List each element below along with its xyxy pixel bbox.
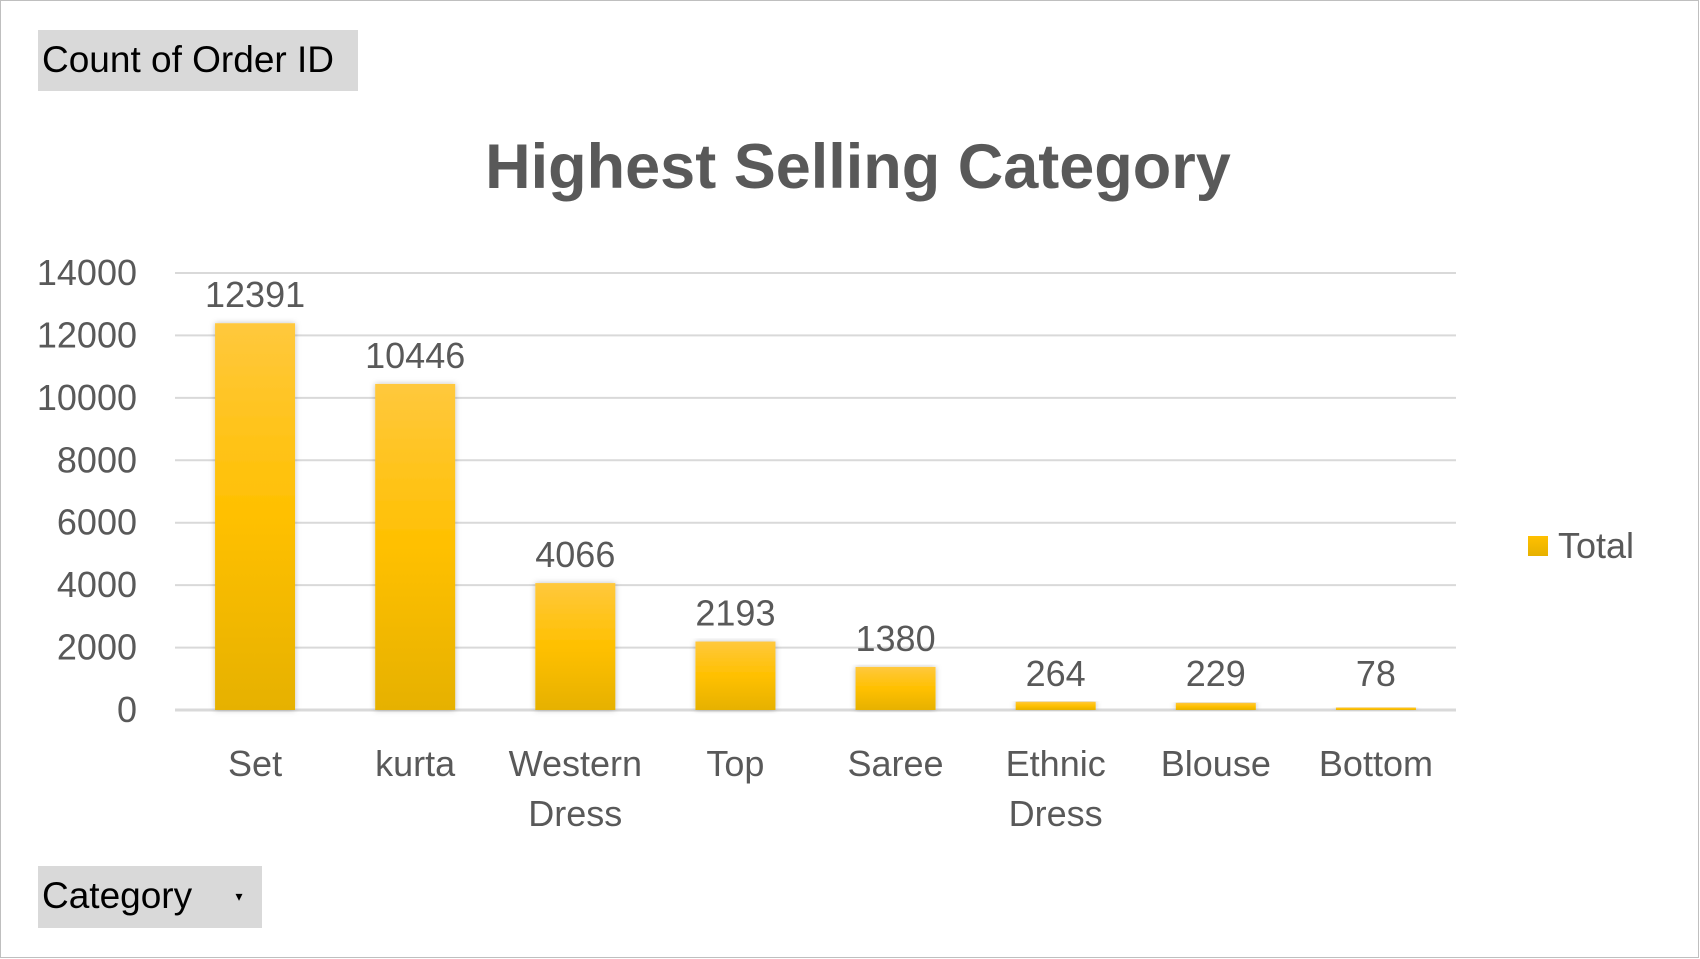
bar bbox=[535, 583, 616, 710]
row-field-button[interactable]: Category ▾ bbox=[38, 866, 262, 928]
x-tick-label: Top bbox=[706, 743, 764, 784]
y-tick-label: 2000 bbox=[57, 627, 137, 668]
data-label: 264 bbox=[1026, 653, 1086, 694]
row-field-label: Category bbox=[42, 875, 193, 916]
x-tick-label: Saree bbox=[848, 743, 944, 784]
data-label: 10446 bbox=[365, 335, 465, 376]
y-tick-label: 10000 bbox=[37, 377, 137, 418]
y-tick-label: 14000 bbox=[37, 252, 137, 293]
x-tick-label: Western Dress bbox=[509, 743, 642, 834]
value-field-button[interactable]: Count of Order ID bbox=[38, 30, 358, 91]
bar bbox=[1335, 707, 1416, 710]
legend-label: Total bbox=[1558, 525, 1635, 566]
bar bbox=[1175, 702, 1256, 710]
x-tick-label: Set bbox=[228, 743, 282, 784]
y-tick-label: 0 bbox=[117, 689, 137, 730]
data-label: 4066 bbox=[535, 534, 615, 575]
data-label: 229 bbox=[1186, 653, 1246, 694]
data-label: 78 bbox=[1356, 653, 1396, 694]
legend: Total bbox=[1528, 521, 1634, 571]
legend-swatch bbox=[1528, 536, 1548, 556]
bar bbox=[375, 383, 456, 710]
y-tick-label: 12000 bbox=[37, 314, 137, 355]
bar bbox=[1015, 701, 1096, 710]
chart-title: Highest Selling Category bbox=[485, 132, 1231, 202]
bar bbox=[855, 666, 936, 710]
x-tick-label: Ethnic Dress bbox=[1006, 743, 1106, 834]
x-tick-label: Bottom bbox=[1319, 743, 1433, 784]
data-label: 12391 bbox=[205, 274, 305, 315]
filter-dropdown-icon[interactable]: ▾ bbox=[235, 888, 243, 904]
y-tick-label: 4000 bbox=[57, 564, 137, 605]
bar bbox=[215, 323, 296, 710]
y-tick-label: 8000 bbox=[57, 439, 137, 480]
bar bbox=[695, 641, 776, 710]
data-label: 2193 bbox=[695, 593, 775, 634]
data-label: 1380 bbox=[856, 618, 936, 659]
x-tick-label: kurta bbox=[375, 743, 456, 784]
x-tick-label: Blouse bbox=[1161, 743, 1271, 784]
y-tick-label: 6000 bbox=[57, 502, 137, 543]
